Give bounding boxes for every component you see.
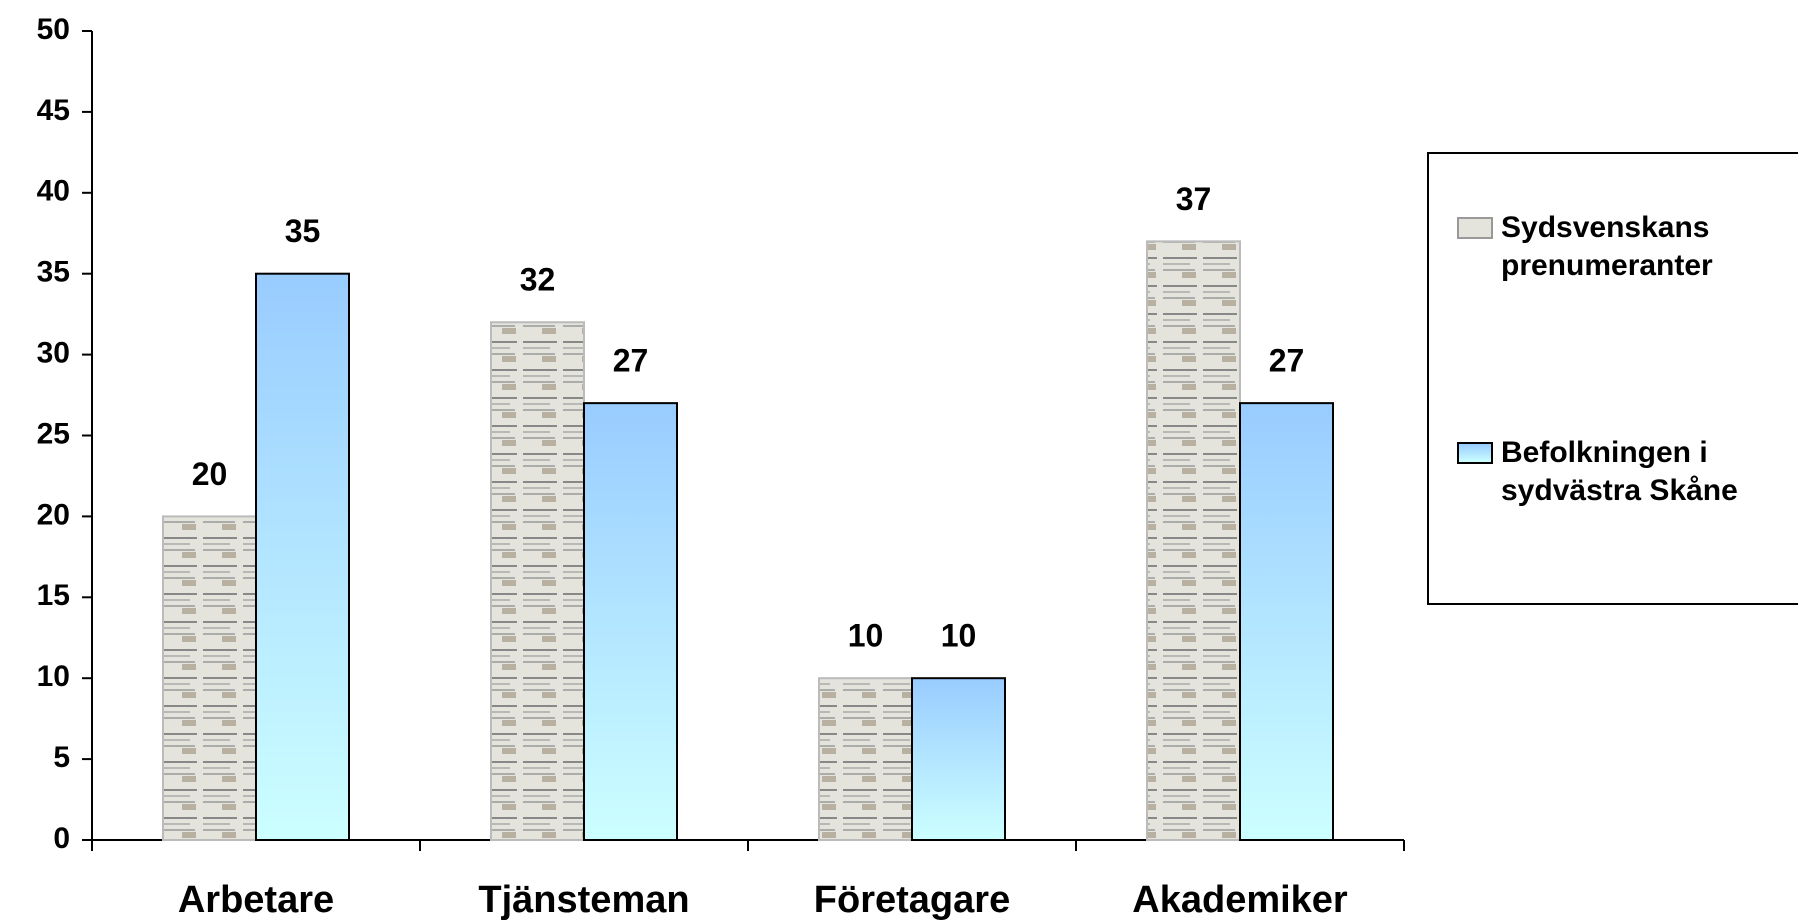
bar	[256, 274, 349, 840]
bar	[1147, 241, 1240, 840]
value-label: 35	[285, 213, 321, 249]
y-tick-label: 50	[37, 13, 70, 46]
bar	[163, 516, 256, 840]
value-label: 32	[520, 262, 556, 298]
y-tick-label: 25	[37, 417, 70, 450]
x-tick-label: Akademiker	[1132, 879, 1348, 921]
legend-entry: Sydsvenskans prenumeranter	[1457, 209, 1798, 285]
y-tick-label: 20	[37, 498, 70, 531]
x-tick-label: Arbetare	[178, 879, 334, 921]
bar	[1240, 403, 1333, 840]
y-tick-label: 30	[37, 337, 70, 370]
legend-swatch	[1457, 442, 1493, 464]
legend-swatch	[1457, 217, 1493, 239]
y-tick-label: 5	[53, 741, 70, 774]
x-tick-label: Tjänsteman	[478, 879, 689, 921]
x-tick-label: Företagare	[814, 879, 1010, 921]
y-tick-label: 0	[53, 822, 70, 855]
legend-entry: Befolkningen i sydvästra Skåne	[1457, 434, 1798, 510]
bar	[491, 322, 584, 840]
y-tick-label: 10	[37, 660, 70, 693]
legend: Sydsvenskans prenumeranter Befolkningen i…	[1427, 152, 1798, 605]
legend-label: Sydsvenskans prenumeranter	[1501, 209, 1798, 285]
page: 0 5 10 15 20 25 30 35 40 45 50 Arbetare 20 35 Tjänstem…	[0, 0, 1798, 924]
y-tick-label: 15	[37, 579, 70, 612]
value-label: 27	[613, 343, 649, 379]
bar	[584, 403, 677, 840]
bar	[819, 678, 912, 840]
value-label: 10	[848, 618, 884, 654]
y-tick-label: 35	[37, 256, 70, 289]
bar	[912, 678, 1005, 840]
value-label: 20	[192, 456, 228, 492]
value-label: 10	[941, 618, 977, 654]
value-label: 27	[1269, 343, 1305, 379]
y-tick-label: 45	[37, 94, 70, 127]
legend-label: Befolkningen i sydvästra Skåne	[1501, 434, 1798, 510]
y-tick-label: 40	[37, 175, 70, 208]
value-label: 37	[1176, 181, 1212, 217]
